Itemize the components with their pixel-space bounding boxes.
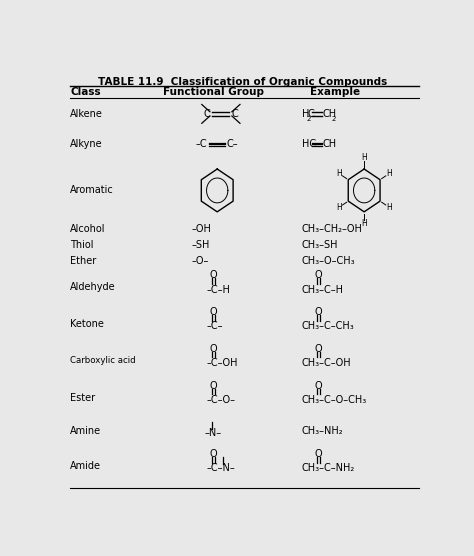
Text: –N–: –N– — [204, 428, 221, 438]
Text: O: O — [210, 307, 218, 317]
Text: O: O — [210, 381, 218, 391]
Text: H: H — [361, 219, 367, 229]
Text: –C–: –C– — [206, 321, 223, 331]
Text: CH₃–O–CH₃: CH₃–O–CH₃ — [301, 256, 356, 266]
Text: O: O — [210, 344, 218, 354]
Text: C: C — [232, 109, 238, 119]
Text: CH₃–C–OH: CH₃–C–OH — [301, 358, 351, 368]
Text: O: O — [315, 307, 322, 317]
Text: C: C — [203, 109, 210, 119]
Text: –C–H: –C–H — [206, 285, 230, 295]
Text: 2: 2 — [306, 116, 310, 122]
Text: H: H — [301, 109, 309, 119]
Text: Aromatic: Aromatic — [70, 186, 114, 195]
Text: Ketone: Ketone — [70, 319, 104, 329]
Text: HC: HC — [301, 140, 316, 150]
Text: CH₃–C–H: CH₃–C–H — [301, 285, 344, 295]
Text: C: C — [308, 109, 314, 119]
Text: CH₃–C–NH₂: CH₃–C–NH₂ — [301, 463, 355, 473]
Text: O: O — [210, 449, 218, 459]
Text: C–: C– — [226, 140, 237, 150]
Text: CH₃–CH₂–OH: CH₃–CH₂–OH — [301, 224, 363, 234]
Text: –OH: –OH — [191, 224, 211, 234]
Text: Functional Group: Functional Group — [163, 87, 264, 97]
Text: Alkyne: Alkyne — [70, 140, 103, 150]
Text: Amide: Amide — [70, 461, 101, 471]
Text: Class: Class — [70, 87, 101, 97]
Text: H: H — [386, 202, 392, 212]
Text: CH₃–C–CH₃: CH₃–C–CH₃ — [301, 321, 355, 331]
Text: CH₃–SH: CH₃–SH — [301, 240, 338, 250]
Text: Example: Example — [310, 87, 360, 97]
Text: –C: –C — [195, 140, 207, 150]
Text: Amine: Amine — [70, 426, 101, 436]
Text: CH: CH — [323, 109, 337, 119]
Text: H: H — [361, 152, 367, 162]
Text: O: O — [315, 381, 322, 391]
Text: O: O — [210, 270, 218, 280]
Text: –O–: –O– — [191, 256, 209, 266]
Text: Alkene: Alkene — [70, 109, 103, 119]
Text: Ester: Ester — [70, 393, 95, 403]
Text: O: O — [315, 449, 322, 459]
Text: –C–N–: –C–N– — [206, 463, 235, 473]
Text: CH₃–NH₂: CH₃–NH₂ — [301, 426, 343, 436]
Text: H: H — [386, 169, 392, 178]
Text: TABLE 11.9  Classification of Organic Compounds: TABLE 11.9 Classification of Organic Com… — [98, 77, 388, 87]
Text: Alcohol: Alcohol — [70, 224, 106, 234]
Text: O: O — [315, 270, 322, 280]
Text: Ether: Ether — [70, 256, 97, 266]
Text: H: H — [337, 169, 342, 178]
Text: Aldehyde: Aldehyde — [70, 282, 116, 292]
Text: CH: CH — [322, 140, 337, 150]
Text: –C–O–: –C–O– — [206, 395, 235, 405]
Text: Thiol: Thiol — [70, 240, 94, 250]
Text: H: H — [337, 202, 342, 212]
Text: CH₃–C–O–CH₃: CH₃–C–O–CH₃ — [301, 395, 367, 405]
Text: Carboxylic acid: Carboxylic acid — [70, 356, 136, 365]
Text: O: O — [315, 344, 322, 354]
Text: –SH: –SH — [191, 240, 210, 250]
Text: –C–OH: –C–OH — [206, 358, 237, 368]
Text: 2: 2 — [332, 116, 336, 122]
